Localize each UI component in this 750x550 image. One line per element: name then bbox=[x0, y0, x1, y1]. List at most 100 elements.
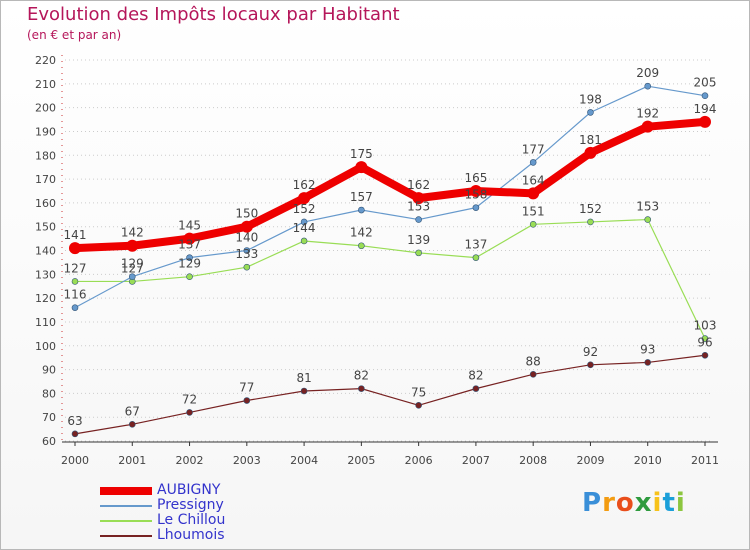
series-line-lhoumois bbox=[74, 354, 706, 435]
legend-swatch bbox=[100, 520, 152, 522]
y-tick-label: 170 bbox=[35, 173, 56, 186]
data-point bbox=[358, 242, 365, 250]
x-tick-label: 2007 bbox=[462, 454, 490, 467]
data-label: 127 bbox=[64, 261, 87, 275]
data-point bbox=[472, 254, 480, 261]
data-point bbox=[701, 351, 709, 359]
data-point bbox=[71, 304, 79, 311]
y-tick-label: 110 bbox=[35, 316, 56, 329]
legend-label: AUBIGNY bbox=[157, 482, 221, 498]
data-point bbox=[186, 409, 193, 416]
data-labels-group: 141 142 145 150 162 175 162 165 164 181 192 194 116 1… bbox=[64, 66, 717, 428]
data-label: 96 bbox=[697, 335, 712, 349]
data-point bbox=[358, 385, 365, 392]
legend-swatch bbox=[100, 505, 152, 507]
data-point bbox=[243, 263, 251, 271]
data-point bbox=[71, 430, 79, 438]
data-point bbox=[128, 273, 136, 280]
data-point bbox=[300, 237, 308, 245]
y-tick-label: 120 bbox=[35, 292, 56, 305]
data-label: 152 bbox=[293, 202, 316, 216]
data-point bbox=[644, 359, 652, 366]
data-label: 165 bbox=[464, 171, 487, 185]
proxiti-logo: Proxiti bbox=[582, 488, 686, 518]
data-point bbox=[472, 385, 480, 392]
data-label: 133 bbox=[235, 247, 258, 261]
data-point bbox=[128, 421, 136, 428]
data-point bbox=[701, 92, 709, 100]
data-label: 82 bbox=[468, 369, 483, 383]
x-tick-label: 2011 bbox=[691, 454, 719, 467]
data-point bbox=[412, 192, 425, 205]
data-label: 158 bbox=[464, 188, 487, 202]
data-label: 127 bbox=[121, 261, 144, 275]
data-label: 194 bbox=[694, 102, 717, 116]
data-label: 140 bbox=[235, 231, 258, 245]
legend-item: Lhoumois bbox=[100, 527, 320, 544]
data-label: 81 bbox=[296, 371, 311, 385]
data-point bbox=[587, 109, 594, 116]
legend-item: AUBIGNY bbox=[100, 482, 320, 499]
legend-swatch bbox=[100, 487, 152, 495]
data-point bbox=[415, 401, 422, 409]
data-label: 72 bbox=[182, 392, 197, 406]
series-line-aubigny bbox=[71, 117, 709, 253]
data-point bbox=[587, 218, 594, 226]
data-label: 205 bbox=[694, 76, 717, 90]
data-point bbox=[527, 187, 540, 200]
data-point bbox=[701, 335, 709, 342]
y-tick-label: 100 bbox=[35, 340, 56, 353]
data-label: 192 bbox=[636, 107, 659, 121]
data-label: 129 bbox=[178, 257, 201, 271]
data-label: 93 bbox=[640, 342, 655, 356]
legend-label: Pressigny bbox=[157, 497, 224, 513]
y-tick-label: 140 bbox=[35, 245, 56, 258]
y-tick-label: 180 bbox=[35, 149, 56, 162]
data-point bbox=[298, 192, 311, 205]
data-point bbox=[186, 254, 193, 261]
y-tick-label: 60 bbox=[42, 435, 56, 448]
data-point bbox=[186, 273, 193, 280]
data-label: 77 bbox=[239, 381, 254, 395]
data-label: 162 bbox=[293, 178, 316, 192]
y-tick-label: 190 bbox=[35, 125, 56, 138]
x-tick-label: 2003 bbox=[233, 454, 261, 467]
data-label: 88 bbox=[526, 354, 541, 368]
x-tick-label: 2006 bbox=[405, 454, 433, 467]
data-label: 144 bbox=[293, 221, 316, 235]
chart-title: Evolution des Impôts locaux par Habitant bbox=[27, 4, 400, 25]
data-point bbox=[126, 239, 139, 252]
y-tick-label: 150 bbox=[35, 221, 56, 234]
data-point bbox=[529, 159, 537, 166]
data-point bbox=[641, 120, 654, 133]
x-tick-label: 2008 bbox=[519, 454, 547, 467]
legend-item: Le Chillou bbox=[100, 512, 320, 529]
data-point bbox=[300, 387, 308, 395]
y-tick-label: 220 bbox=[35, 54, 56, 67]
data-label: 153 bbox=[636, 200, 659, 214]
logo-letter: x bbox=[634, 488, 653, 518]
x-tick-label: 2009 bbox=[576, 454, 604, 467]
logo-letter: P bbox=[582, 488, 603, 518]
data-label: 209 bbox=[636, 66, 659, 80]
data-label: 103 bbox=[694, 319, 717, 333]
data-point bbox=[240, 220, 253, 233]
data-label: 137 bbox=[464, 238, 487, 252]
series-line-pressigny bbox=[74, 85, 706, 309]
data-point bbox=[183, 232, 196, 245]
data-point bbox=[243, 397, 251, 404]
data-point bbox=[358, 206, 365, 214]
data-label: 141 bbox=[64, 228, 87, 242]
y-tick-label: 160 bbox=[35, 197, 56, 210]
data-label: 152 bbox=[579, 202, 602, 216]
x-tick-label: 2002 bbox=[176, 454, 204, 467]
data-label: 142 bbox=[350, 226, 373, 240]
data-point bbox=[243, 247, 251, 254]
y-tick-label: 80 bbox=[42, 387, 56, 400]
data-label: 142 bbox=[121, 226, 144, 240]
logo-letter: r bbox=[602, 488, 616, 518]
data-label: 67 bbox=[125, 404, 140, 418]
y-tick-label: 90 bbox=[42, 364, 56, 377]
x-tick-label: 2004 bbox=[290, 454, 318, 467]
logo-letter: i bbox=[675, 488, 686, 518]
